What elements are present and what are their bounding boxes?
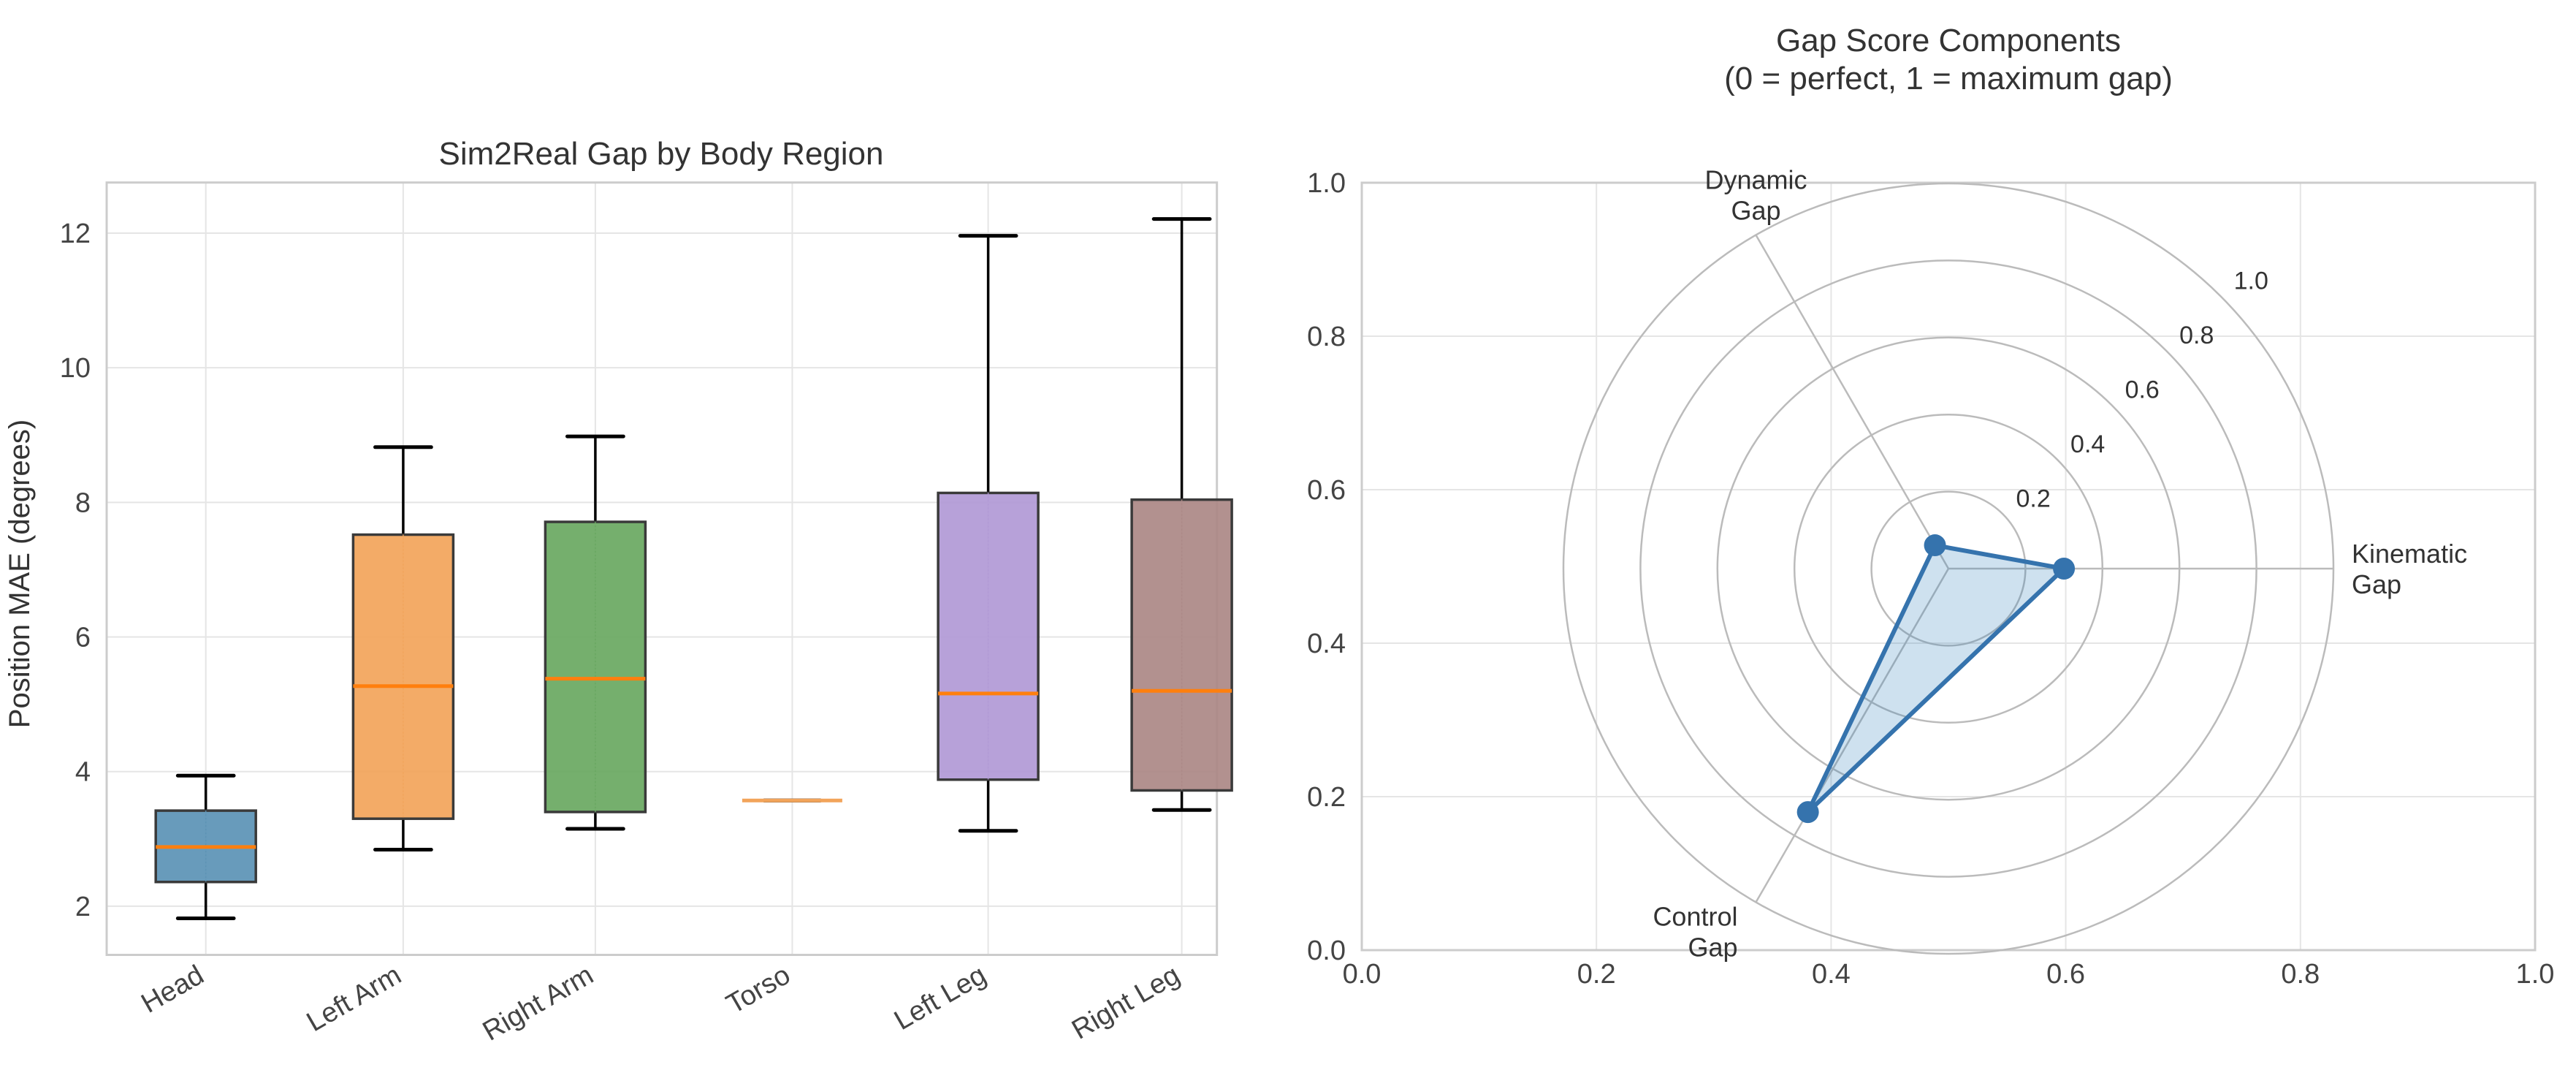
svg-text:0.4: 0.4: [1307, 629, 1346, 659]
svg-text:0.2: 0.2: [1577, 959, 1616, 990]
svg-text:Kinematic: Kinematic: [2352, 539, 2467, 569]
svg-text:0.6: 0.6: [1307, 475, 1346, 506]
svg-text:1.0: 1.0: [2516, 959, 2555, 990]
svg-text:0.2: 0.2: [2016, 485, 2051, 512]
svg-text:0.2: 0.2: [1307, 782, 1346, 813]
svg-text:2: 2: [75, 892, 91, 922]
svg-text:1.0: 1.0: [1307, 168, 1346, 199]
svg-text:4: 4: [75, 757, 91, 788]
svg-text:0.8: 0.8: [1307, 322, 1346, 352]
svg-text:0.6: 0.6: [2125, 376, 2160, 403]
svg-text:0.8: 0.8: [2281, 959, 2320, 990]
svg-text:(0 = perfect, 1 = maximum gap): (0 = perfect, 1 = maximum gap): [1724, 61, 2173, 96]
svg-text:0.6: 0.6: [2046, 959, 2085, 990]
svg-text:Gap: Gap: [2352, 569, 2401, 599]
svg-text:8: 8: [75, 487, 91, 518]
svg-text:0.8: 0.8: [2179, 322, 2214, 349]
svg-text:0.4: 0.4: [1812, 959, 1851, 990]
svg-text:6: 6: [75, 623, 91, 653]
svg-text:Control: Control: [1653, 901, 1737, 931]
svg-text:0.4: 0.4: [2070, 430, 2105, 458]
svg-text:10: 10: [60, 353, 91, 384]
svg-text:Dynamic: Dynamic: [1704, 165, 1807, 195]
svg-text:12: 12: [60, 219, 91, 249]
svg-text:1.0: 1.0: [2234, 267, 2268, 295]
svg-text:0.0: 0.0: [1343, 959, 1382, 990]
svg-text:Gap Score Components: Gap Score Components: [1776, 23, 2121, 58]
svg-text:Position MAE (degrees): Position MAE (degrees): [4, 420, 36, 728]
svg-text:0.0: 0.0: [1307, 936, 1346, 966]
svg-text:Sim2Real Gap by Body Region: Sim2Real Gap by Body Region: [439, 136, 884, 172]
svg-text:Gap: Gap: [1688, 932, 1737, 962]
svg-text:Gap: Gap: [1731, 196, 1780, 226]
